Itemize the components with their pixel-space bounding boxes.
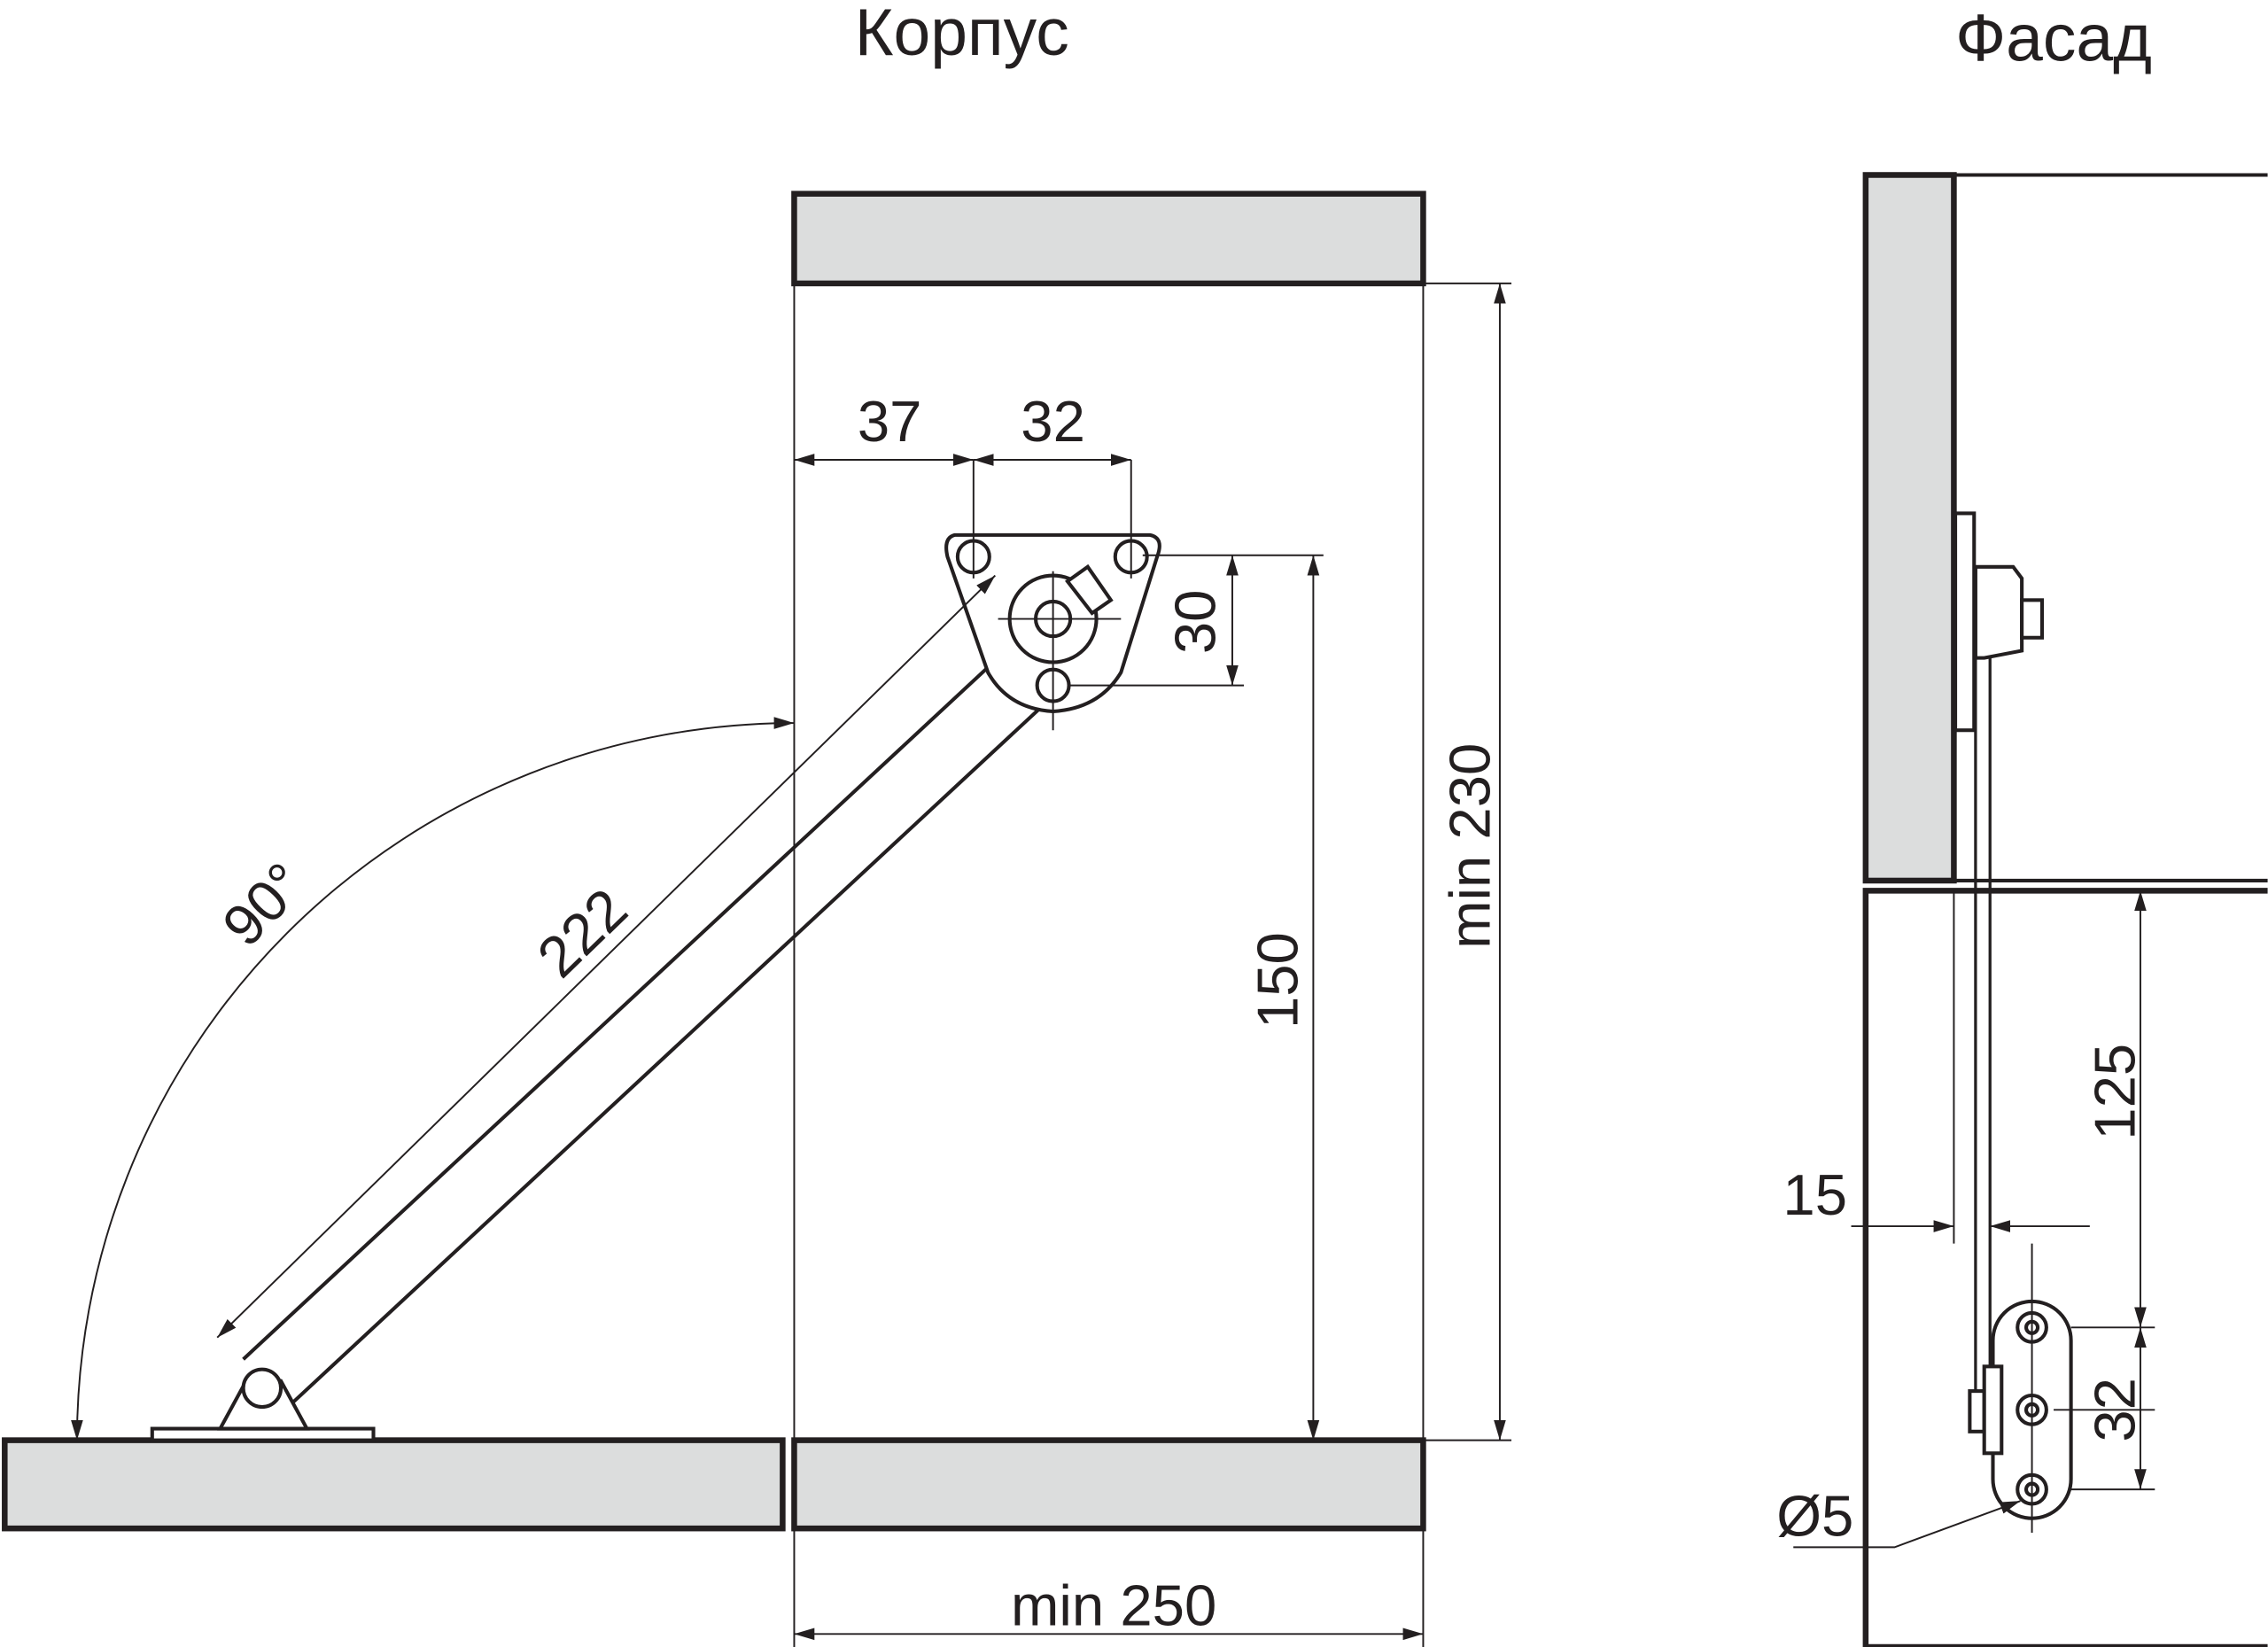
facade <box>1862 172 2268 1647</box>
dim-min-250: min 250 <box>1011 1573 1216 1638</box>
dim-min-230: min 230 <box>1438 743 1503 949</box>
dim-32-facade: 32 <box>2082 1378 2147 1442</box>
title-facade: Фасад <box>1955 1 2152 75</box>
dim-222: 222 <box>525 876 640 990</box>
facade-dimensions <box>1793 890 2147 1549</box>
body-dimensions <box>71 283 1506 1641</box>
title-body: Корпус <box>855 0 1069 69</box>
dim-37: 37 <box>858 389 922 454</box>
dim-32: 32 <box>1021 389 1085 454</box>
dim-30: 30 <box>1162 590 1227 655</box>
dim-angle: 90° <box>210 851 317 959</box>
dim-125: 125 <box>2082 1044 2147 1140</box>
dim-150: 150 <box>1245 932 1309 1029</box>
dim-15: 15 <box>1783 1162 1847 1227</box>
stay-arm <box>150 460 1324 1442</box>
cabinet <box>2 190 1511 1647</box>
dim-diameter: Ø5 <box>1776 1483 1853 1548</box>
